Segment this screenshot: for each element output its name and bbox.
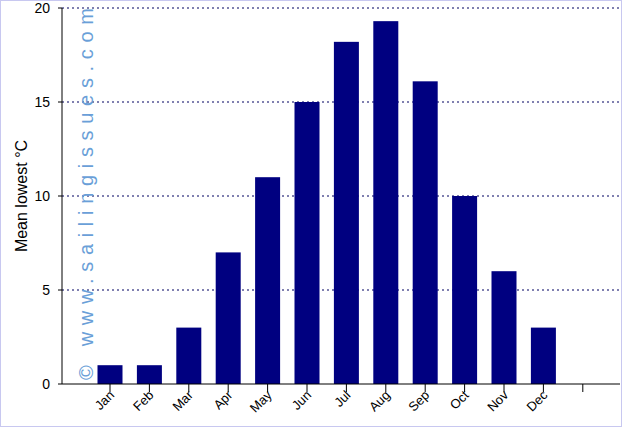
y-tick [58,196,62,197]
x-tick-label: Apr [210,387,235,412]
x-tick-label: Sep [405,388,432,415]
x-tick-label: Jan [92,388,117,413]
bar [531,328,556,384]
y-tick-label: 5 [42,282,50,298]
y-tick-label: 15 [34,94,50,110]
watermark: © www.sailingissues.com [75,8,97,380]
chart: 0 5 10 15 20 Mean lowest °C © www.sailingissue… [0,0,622,427]
x-tick-label: Jun [289,388,314,413]
bar [176,328,201,384]
y-tick [58,102,62,103]
bar [334,42,359,384]
x-tick-label: Oct [447,387,472,412]
x-tick-label: Dec [524,387,551,414]
x-tick-label: Nov [484,387,511,414]
y-tick-label: 0 [42,376,50,392]
bar [492,271,517,384]
y-tick [58,290,62,291]
x-tick-label: Feb [130,388,156,414]
bar [216,252,241,384]
bar [373,21,398,384]
bar [255,177,280,384]
y-axis [62,8,63,384]
y-tick [58,8,62,9]
bar [295,102,320,384]
x-tick-label: Aug [366,388,393,415]
y-tick [58,384,62,385]
x-tick-label: Jul [331,387,353,409]
bar [413,81,438,384]
frame [1,1,622,427]
x-tick-label: Mar [169,387,196,414]
grid-line [62,8,620,9]
x-axis [62,384,620,385]
bar [98,365,123,384]
y-tick-label: 10 [34,188,50,204]
bar [137,365,162,384]
x-tick [582,384,583,392]
x-tick-label: May [247,387,275,415]
bars [98,21,556,384]
y-axis-title: Mean lowest °C [13,140,30,252]
bar [452,196,477,384]
y-tick-label: 20 [34,0,50,16]
